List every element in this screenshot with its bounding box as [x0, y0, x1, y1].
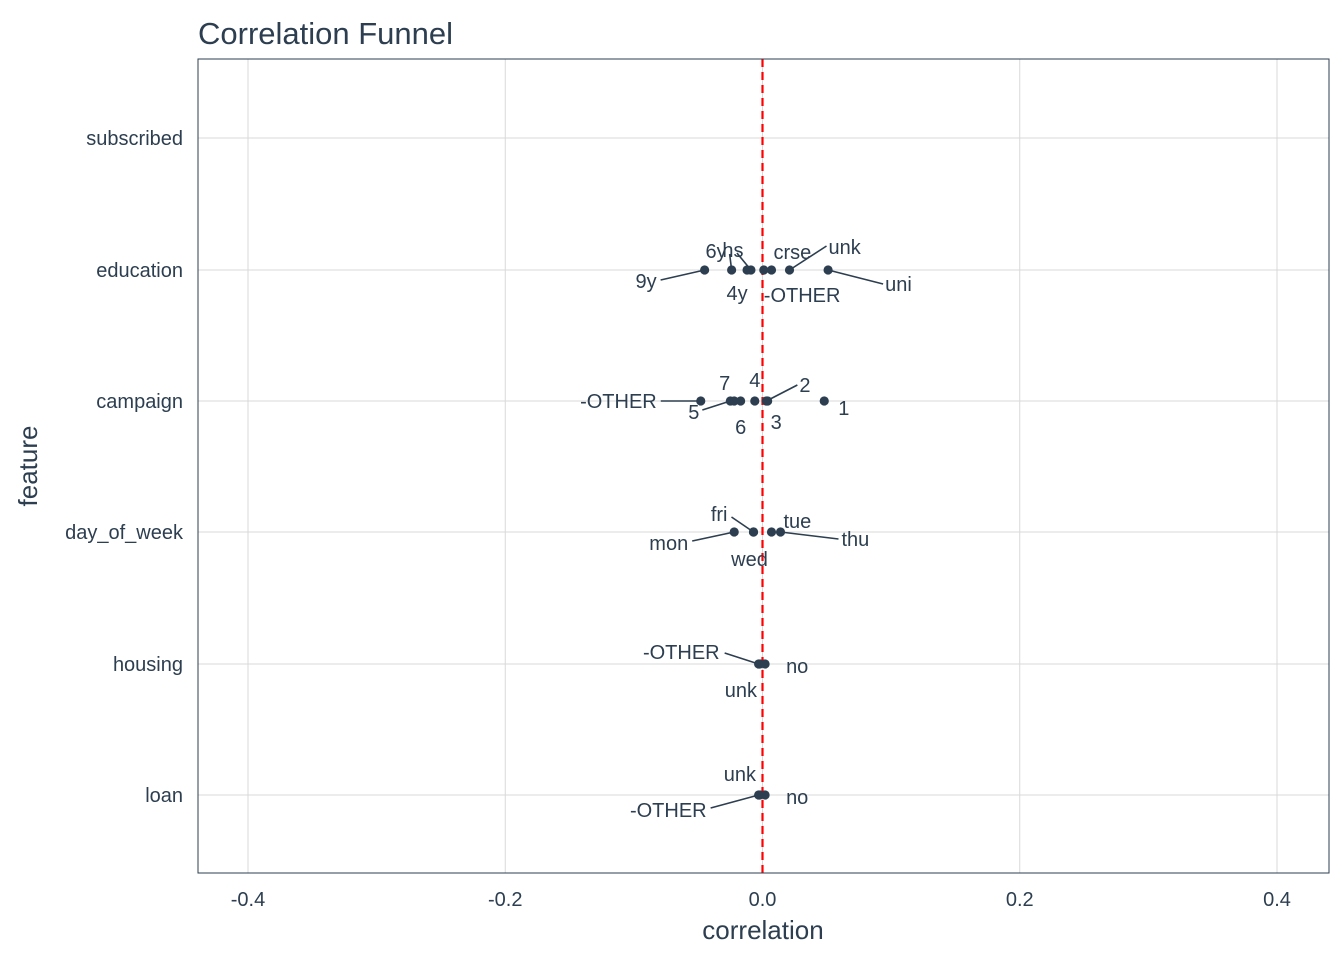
data-point [763, 396, 773, 406]
data-point-label: mon [649, 533, 688, 555]
tick-layer: -0.4 -0.2 0.0 0.2 0.4 subscribed education camp… [65, 128, 1291, 911]
data-point-label: 9y [635, 271, 656, 293]
panel-border [197, 58, 1330, 874]
x-tick-label: -0.4 [231, 889, 265, 911]
data-point-label: 5 [688, 402, 699, 424]
data-point [760, 790, 770, 800]
leader-layer [660, 245, 884, 809]
x-tick-label: 0.0 [749, 889, 777, 911]
data-point-label: no [786, 787, 808, 809]
data-point-label: hs [722, 240, 743, 262]
data-point-label: wed [730, 549, 768, 571]
data-point [746, 265, 756, 275]
data-point-label: crse [774, 242, 812, 264]
data-point [696, 396, 706, 406]
data-point [729, 396, 739, 406]
data-point-label: 2 [799, 375, 810, 397]
label-leader-line [660, 269, 705, 281]
data-point [784, 265, 795, 275]
data-point [727, 265, 737, 275]
data-point-label: 4y [727, 283, 748, 305]
data-point-label: tue [784, 511, 812, 533]
x-tick-label: 0.4 [1263, 889, 1291, 911]
label-leader-line [780, 531, 839, 540]
y-tick-label: education [96, 260, 183, 282]
data-point-label: 7 [719, 373, 730, 395]
data-point [766, 265, 777, 275]
label-leader-line [827, 269, 884, 285]
x-tick-label: 0.2 [1006, 889, 1034, 911]
y-axis-title: feature [13, 426, 43, 507]
data-point-label: 3 [771, 412, 782, 434]
data-point [736, 396, 746, 406]
data-point [760, 659, 770, 669]
data-point-label: fri [711, 504, 728, 526]
dot-layer [696, 265, 833, 800]
data-point-label: -OTHER [630, 800, 707, 822]
data-point-label: 1 [838, 398, 849, 420]
data-point-label: 6y [706, 241, 727, 263]
y-tick-label: subscribed [86, 128, 183, 150]
data-point [766, 527, 777, 537]
data-point-label: uni [885, 274, 912, 296]
y-tick-label: loan [145, 785, 183, 807]
x-axis-title: correlation [702, 915, 823, 945]
label-leader-line [724, 652, 759, 665]
y-tick-label: housing [113, 654, 183, 676]
data-point-label: 4 [749, 370, 760, 392]
label-leader-line [692, 531, 735, 542]
data-point-label: unk [725, 680, 758, 702]
data-point [729, 527, 739, 537]
label-leader-line [710, 794, 759, 809]
data-point-label: unk [829, 237, 862, 259]
data-point-label: -OTHER [580, 391, 657, 413]
data-point [823, 265, 833, 275]
label-leader-line [702, 400, 731, 411]
data-point [759, 265, 769, 275]
data-point-label: -OTHER [643, 642, 720, 664]
data-point [775, 527, 786, 537]
data-point [819, 396, 829, 406]
data-point [750, 396, 760, 406]
data-point [700, 265, 710, 275]
data-point-label: 6 [735, 417, 746, 439]
label-leader-line [789, 245, 827, 271]
data-point [748, 527, 759, 537]
y-tick-label: day_of_week [65, 522, 184, 544]
chart-title: Correlation Funnel [198, 16, 453, 51]
data-point-label: thu [842, 529, 870, 551]
data-point-label: -OTHER [764, 285, 841, 307]
y-tick-label: campaign [96, 391, 183, 413]
data-point-label: unk [724, 764, 757, 786]
x-tick-label: -0.2 [488, 889, 522, 911]
label-leader-line [765, 384, 798, 402]
data-point-label: no [786, 656, 808, 678]
